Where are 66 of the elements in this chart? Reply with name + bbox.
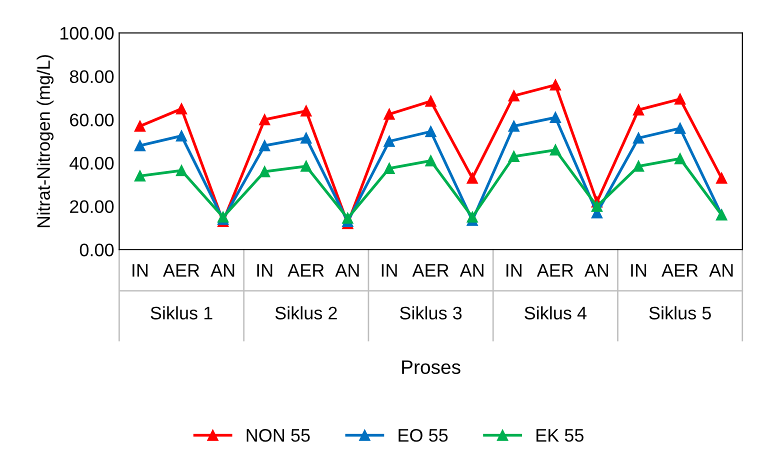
point <box>425 96 436 107</box>
point <box>176 130 188 142</box>
x-tick-label: AN <box>460 264 484 277</box>
point <box>632 160 644 172</box>
point <box>591 200 603 212</box>
point <box>134 120 146 132</box>
x-tick-label: AER <box>662 264 698 277</box>
point <box>384 108 395 120</box>
x-tick-label: AN <box>709 264 733 277</box>
x-tick-label: AER <box>288 264 324 277</box>
point <box>550 112 561 124</box>
x-tick-label: AER <box>162 264 200 277</box>
point <box>466 212 478 223</box>
point <box>384 136 395 147</box>
point <box>384 162 395 174</box>
point <box>716 172 728 184</box>
x-tick-label: AN <box>210 264 234 277</box>
x-tick-label: AER <box>536 264 574 277</box>
legend-label: NON 55 <box>246 428 310 442</box>
point <box>342 212 354 224</box>
point <box>632 104 644 116</box>
point <box>134 140 146 152</box>
x-tick-label: AN <box>335 264 359 277</box>
y-tick-label: 60.00 <box>70 114 114 126</box>
x-tick-label: IN <box>631 264 646 277</box>
point <box>425 155 436 166</box>
point <box>674 153 686 164</box>
point <box>176 103 188 114</box>
point <box>550 79 561 91</box>
text: Siklus 4 <box>524 306 587 320</box>
x-tick-label: AN <box>584 264 608 277</box>
point <box>176 164 188 176</box>
y-tick-label: 100.00 <box>60 26 114 40</box>
point <box>259 140 270 152</box>
x-axis-title: Proses <box>402 360 460 374</box>
point <box>259 114 270 126</box>
point <box>674 93 686 105</box>
point <box>300 105 312 117</box>
point <box>674 122 686 134</box>
point <box>259 166 270 178</box>
point <box>508 150 520 162</box>
y-tick-label: 80.00 <box>70 70 114 84</box>
x-tick-label: IN <box>132 264 148 277</box>
point <box>134 170 146 182</box>
point <box>508 120 520 132</box>
point <box>632 132 644 144</box>
point <box>300 132 312 144</box>
y-tick-label: 0.00 <box>80 244 114 256</box>
y-axis-title: Nitrat-Nitrogen (mg/L) <box>36 55 54 228</box>
point <box>300 160 312 172</box>
text: Siklus 3 <box>400 306 462 320</box>
x-tick-label: IN <box>382 264 397 277</box>
x-tick-label: IN <box>506 264 522 277</box>
point <box>508 90 520 102</box>
legend-label: EO 55 <box>398 428 448 442</box>
y-tick-label: 20.00 <box>70 200 114 214</box>
x-tick-label: IN <box>257 264 272 277</box>
text: Siklus 1 <box>150 306 212 320</box>
text: Siklus 2 <box>275 306 337 320</box>
x-tick-label: AER <box>412 264 449 277</box>
text: Siklus 5 <box>649 306 711 320</box>
point <box>550 144 561 156</box>
point <box>466 172 478 184</box>
legend-label: EK 55 <box>536 429 584 442</box>
y-tick-label: 40.00 <box>70 156 114 170</box>
point <box>425 126 436 138</box>
